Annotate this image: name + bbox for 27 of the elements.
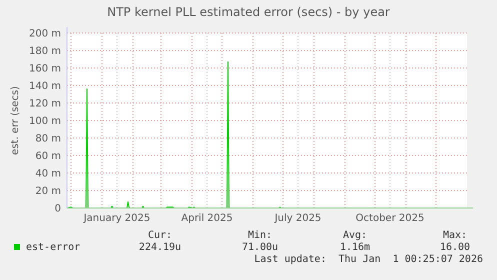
y-tick-label: 20 m xyxy=(35,186,61,197)
text: Min: xyxy=(248,230,272,241)
y-axis-title: est. err (secs) xyxy=(10,86,21,155)
text: Last update: Thu Jan 1 00:25:07 2026 xyxy=(254,254,483,265)
chart-title: NTP kernel PLL estimated error (secs) - by year xyxy=(107,5,390,19)
text: Cur: xyxy=(148,230,172,241)
x-tick-label: April 2025 xyxy=(181,213,233,224)
y-tick-label: 160 m xyxy=(28,64,61,74)
y-tick-label: 120 m xyxy=(28,98,61,110)
x-tick-label: July 2025 xyxy=(274,213,322,224)
text: 1.16m xyxy=(340,242,370,253)
y-tick-label: 100 m xyxy=(28,116,61,127)
y-tick-label: 60 m xyxy=(35,151,61,162)
text: Avg: xyxy=(342,230,368,241)
y-tick-label: 0 xyxy=(54,204,61,214)
x-tick-label: January 2025 xyxy=(82,213,150,224)
text: Max: xyxy=(442,230,468,241)
y-tick-label: 140 m xyxy=(28,81,61,92)
y-tick-label: 180 m xyxy=(28,46,61,57)
y-tick-label: 80 m xyxy=(35,134,61,144)
legend-label: est-error xyxy=(26,242,80,253)
text: 16.00 xyxy=(440,242,470,253)
y-tick-label: 200 m xyxy=(28,28,61,40)
x-tick-label: October 2025 xyxy=(356,213,424,224)
text: 224.19u xyxy=(138,242,182,253)
text: 71.00u xyxy=(242,242,278,253)
y-tick-label: 40 m xyxy=(35,168,61,180)
